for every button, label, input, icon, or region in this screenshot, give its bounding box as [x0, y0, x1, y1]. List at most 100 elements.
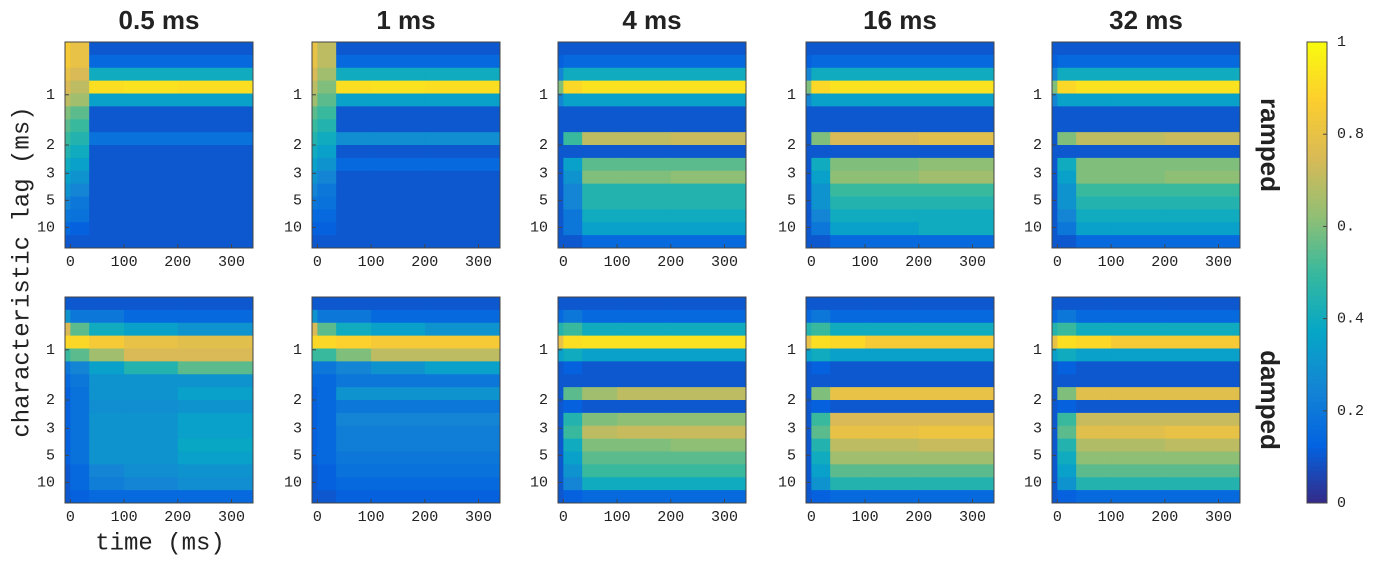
heatmap-cell [65, 170, 71, 185]
y-tick-label: 2 [1033, 137, 1042, 154]
heatmap-cell [312, 119, 318, 133]
y-tick-label: 2 [1033, 392, 1042, 409]
heatmap-cell [617, 348, 672, 362]
heatmap-cell [582, 157, 618, 172]
heatmap-cell [1052, 132, 1058, 146]
colorbar-segment [1307, 479, 1327, 486]
heatmap-cell [89, 67, 125, 82]
heatmap-cell [312, 222, 318, 236]
heatmap-cell [177, 374, 254, 388]
heatmap-cell [124, 297, 179, 311]
heatmap-cell [1057, 132, 1077, 146]
heatmap-cell [1076, 170, 1112, 185]
heatmap-cell [177, 451, 254, 465]
heatmap-cell [806, 119, 812, 133]
heatmap-cell [70, 235, 90, 249]
heatmap-cell [65, 196, 71, 210]
heatmap-cell [582, 322, 618, 337]
heatmap-cell [670, 297, 747, 311]
heatmap-cell [670, 209, 747, 223]
heatmap-cell [424, 361, 501, 375]
heatmap-cell [865, 235, 920, 249]
colorbar-segment [1307, 387, 1327, 393]
colorbar-segment [1307, 406, 1327, 412]
heatmap-cell [424, 438, 501, 452]
heatmap-cell [371, 196, 426, 210]
heatmap-cell [670, 54, 747, 69]
heatmap-cell [670, 400, 747, 414]
heatmap-cell [89, 309, 125, 324]
heatmap-cell [1052, 106, 1058, 120]
y-tick-label: 5 [539, 447, 548, 464]
x-tick-label: 0 [807, 254, 816, 271]
y-tick-label: 5 [1033, 447, 1042, 464]
column-title: 32 ms [1109, 5, 1183, 35]
heatmap-cell [670, 67, 747, 82]
colorbar-segment [1307, 152, 1327, 158]
heatmap-cell [617, 106, 672, 120]
heatmap-cell [811, 348, 831, 362]
x-tick-label: 0 [559, 254, 568, 271]
column-title: 0.5 ms [119, 5, 200, 35]
colorbar-segment [1307, 69, 1327, 75]
heatmap-cell [336, 477, 372, 491]
heatmap-cell [177, 67, 254, 82]
heatmap-cell [65, 387, 71, 401]
heatmap-cell [811, 322, 831, 337]
colorbar-segment [1307, 189, 1327, 195]
heatmap-cell [670, 477, 747, 491]
x-tick-label: 100 [604, 509, 631, 526]
heatmap-cell [312, 54, 318, 69]
heatmap-cell [371, 222, 426, 236]
heatmap-cell [1052, 119, 1058, 133]
heatmap-cell [1057, 335, 1077, 349]
heatmap-cell [1057, 42, 1077, 56]
heatmap-cell [312, 361, 318, 375]
heatmap-cell [371, 309, 426, 324]
heatmap-cell [317, 196, 337, 210]
heatmap-cell [670, 106, 747, 120]
colorbar-segment [1307, 364, 1327, 370]
heatmap-cell [563, 412, 583, 427]
heatmap-cell [582, 54, 618, 69]
heatmap-cell [806, 67, 812, 82]
colorbar-segment [1307, 78, 1327, 84]
heatmap-cell [1111, 222, 1166, 236]
colorbar-segment [1307, 433, 1327, 439]
heatmap-cell [424, 451, 501, 465]
heatmap-cell [312, 412, 318, 427]
heatmap-cell [830, 451, 866, 465]
colorbar-segment [1307, 180, 1327, 186]
heatmap-cell [918, 309, 995, 324]
heatmap-cell [918, 361, 995, 375]
y-tick-label: 3 [293, 420, 302, 437]
heatmap-cell [177, 297, 254, 311]
heatmap-cell [918, 235, 995, 249]
colorbar-segment [1307, 157, 1327, 163]
heatmap-cell [65, 222, 71, 236]
heatmap-cell [806, 438, 812, 452]
heatmap-cell [424, 335, 501, 349]
heatmap-cell [811, 54, 831, 69]
heatmap-cell [65, 374, 71, 388]
y-tick-label: 5 [293, 447, 302, 464]
heatmap-cell [558, 67, 564, 82]
colorbar-segment [1307, 383, 1327, 389]
heatmap-cell [336, 119, 372, 133]
colorbar-segment [1307, 124, 1327, 131]
colorbar-segment [1307, 286, 1327, 292]
heatmap-cell [124, 309, 179, 324]
y-tick-label: 3 [1033, 165, 1042, 182]
heatmap-cell [811, 490, 831, 504]
heatmap-cell [865, 80, 920, 94]
heatmap-cell [1111, 42, 1166, 56]
heatmap-cell [811, 412, 831, 427]
heatmap-cell [582, 464, 618, 478]
heatmap-cell [811, 157, 831, 172]
heatmap-cell [1111, 297, 1166, 311]
heatmap-cell [558, 132, 564, 146]
heatmap-cell [1076, 400, 1112, 414]
heatmap-cell [670, 170, 747, 185]
colorbar-segment [1307, 323, 1327, 329]
heatmap-cell [70, 348, 90, 362]
